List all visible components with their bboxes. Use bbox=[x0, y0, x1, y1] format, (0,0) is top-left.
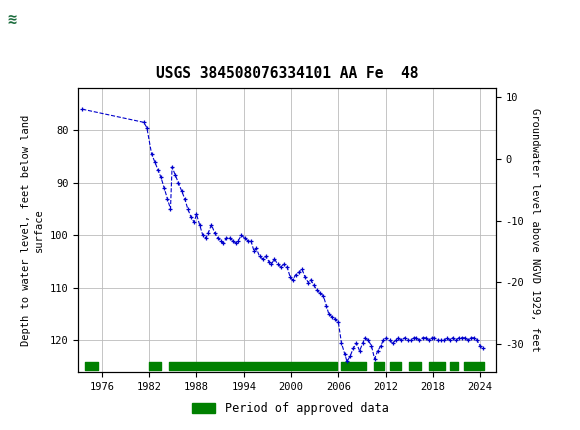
Text: ≋: ≋ bbox=[8, 12, 17, 27]
Y-axis label: Depth to water level, feet below land
surface: Depth to water level, feet below land su… bbox=[21, 114, 44, 346]
Title: USGS 384508076334101 AA Fe  48: USGS 384508076334101 AA Fe 48 bbox=[156, 66, 418, 81]
Bar bbox=[5, 6, 37, 34]
Y-axis label: Groundwater level above NGVD 1929, feet: Groundwater level above NGVD 1929, feet bbox=[530, 108, 540, 352]
Legend: Period of approved data: Period of approved data bbox=[187, 397, 393, 420]
Text: ≋USGS: ≋USGS bbox=[9, 10, 63, 28]
Text: USGS: USGS bbox=[42, 10, 85, 28]
